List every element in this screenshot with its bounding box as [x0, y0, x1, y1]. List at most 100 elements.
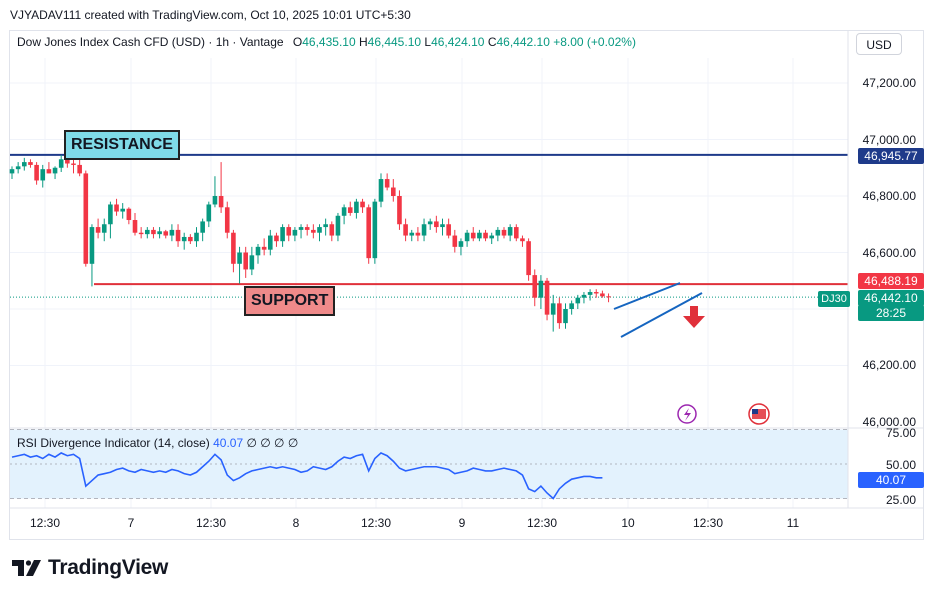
candle-body: [237, 252, 242, 264]
candle-body: [335, 215, 341, 236]
time-tick: 12:30: [526, 516, 558, 530]
candle-body: [194, 232, 199, 242]
resistance-annotation[interactable]: RESISTANCE: [64, 130, 180, 160]
price-tick: 46,200.00: [862, 358, 916, 372]
candle-body: [606, 296, 611, 298]
symbol-legend: Dow Jones Index Cash CFD (USD) · 1h · Va…: [17, 35, 636, 49]
candle-body: [71, 163, 76, 165]
last-price-label: 46,442.10: [858, 290, 924, 306]
time-tick: 12:30: [29, 516, 61, 530]
candle-body: [446, 224, 451, 236]
candle-body: [298, 227, 304, 230]
candle-body: [292, 229, 298, 236]
time-tick: 12:30: [692, 516, 724, 530]
resistance-price-label: 46,945.77: [858, 148, 924, 164]
candle-body: [378, 179, 384, 202]
candle-body: [46, 169, 52, 174]
candle-body: [28, 162, 33, 165]
down-arrow-icon: [683, 306, 705, 328]
candle-body: [563, 309, 568, 324]
tradingview-logo[interactable]: TradingView: [12, 556, 168, 580]
close-value: 46,442.10: [496, 35, 550, 49]
candle-body: [409, 232, 415, 236]
candle-body: [452, 235, 458, 247]
candle-body: [347, 207, 353, 213]
candle-body: [483, 232, 488, 239]
rsi-line: [11, 452, 603, 500]
time-tick: 8: [292, 516, 300, 530]
price-tick: 47,200.00: [862, 76, 916, 90]
candle-body: [391, 187, 396, 196]
price-tick: 46,600.00: [862, 246, 916, 260]
candle-body: [52, 167, 58, 174]
candle-body: [206, 204, 212, 222]
rsi-extra-values: ∅ ∅ ∅ ∅: [246, 436, 299, 450]
candle-body: [341, 207, 347, 216]
creator-caption: VJYADAV111 created with TradingView.com,…: [10, 8, 411, 22]
bar-countdown-label: 28:25: [858, 305, 924, 321]
candle-body: [415, 232, 421, 236]
candle-body: [65, 159, 70, 164]
candle-body: [372, 201, 378, 259]
time-tick: 11: [786, 516, 800, 530]
rsi-tick: 25.00: [885, 493, 916, 507]
support-annotation[interactable]: SUPPORT: [244, 286, 336, 316]
candle-body: [188, 236, 193, 242]
candle-body: [163, 231, 169, 236]
lightning-icon: [684, 408, 691, 421]
candle-body: [575, 297, 581, 304]
rsi-value: 40.07: [213, 436, 244, 450]
candle-body: [89, 227, 95, 264]
candle-body: [95, 227, 101, 233]
candle-body: [9, 169, 15, 174]
candle-body: [126, 208, 132, 221]
candle-body: [15, 166, 21, 170]
candle-body: [569, 303, 574, 309]
change-value: +8.00 (+0.02%): [553, 35, 636, 49]
low-label: L: [424, 35, 432, 49]
candle-body: [366, 207, 371, 259]
candle-body: [501, 229, 507, 236]
candle-body: [587, 292, 593, 295]
candle-body: [22, 162, 27, 167]
candle-body: [108, 204, 113, 225]
candle-body: [169, 229, 175, 236]
candle-body: [212, 196, 218, 205]
candle-body: [138, 232, 144, 235]
candle-body: [120, 208, 125, 212]
tradingview-logo-icon: [12, 560, 41, 576]
candle-body: [255, 246, 261, 256]
candle-body: [329, 224, 335, 236]
candle-body: [311, 229, 316, 233]
rsi-tick: 75.00: [885, 426, 916, 440]
candle-body: [403, 224, 408, 236]
candle-body: [218, 196, 224, 208]
candle-body: [151, 229, 156, 235]
time-tick: 9: [458, 516, 466, 530]
candle-body: [268, 235, 273, 250]
candle-body: [538, 280, 544, 298]
candle-body: [544, 280, 550, 315]
candle-body: [421, 224, 427, 236]
candle-body: [581, 294, 587, 298]
rsi-tick: 50.00: [885, 458, 916, 472]
candle-body: [200, 221, 205, 233]
candle-body: [40, 169, 46, 181]
tradingview-logo-text: TradingView: [48, 556, 169, 579]
candle-body: [464, 232, 470, 242]
candle-body: [354, 201, 359, 213]
candle-body: [157, 231, 162, 235]
currency-button[interactable]: USD: [856, 33, 902, 55]
candle-body: [384, 179, 390, 188]
candle-body: [557, 303, 562, 324]
candle-body: [520, 238, 525, 242]
symbol-tag: DJ30: [818, 291, 850, 307]
time-tick: 12:30: [195, 516, 227, 530]
candle-body: [427, 221, 433, 225]
symbol-name: Dow Jones Index Cash CFD (USD) · 1h · Va…: [17, 35, 284, 49]
high-label: H: [358, 35, 368, 49]
candle-body: [550, 303, 556, 315]
price-tick: 46,000.00: [862, 415, 916, 429]
candle-body: [224, 207, 230, 233]
